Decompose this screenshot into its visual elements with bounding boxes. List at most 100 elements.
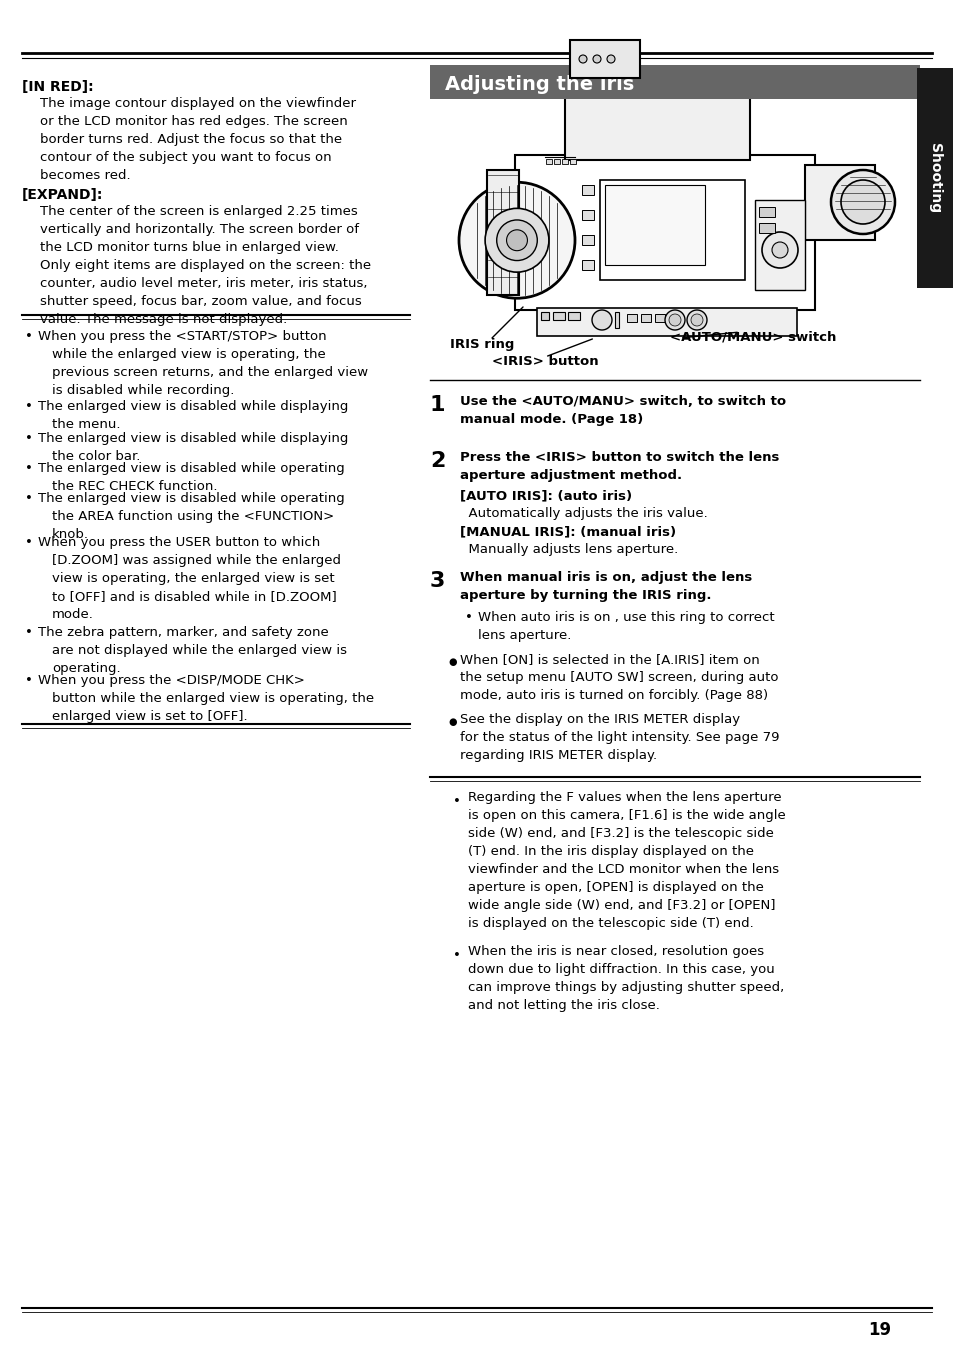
Bar (581, 185, 594, 195)
Text: are not displayed while the enlarged view is: are not displayed while the enlarged vie… (52, 645, 347, 657)
Text: to [OFF] and is disabled while in [D.ZOOM]: to [OFF] and is disabled while in [D.ZOO… (52, 590, 336, 603)
Text: When manual iris is on, adjust the lens: When manual iris is on, adjust the lens (459, 571, 752, 584)
Text: <AUTO/MANU> switch: <AUTO/MANU> switch (669, 330, 836, 343)
Text: the menu.: the menu. (52, 418, 120, 431)
Text: Manually adjusts lens aperture.: Manually adjusts lens aperture. (459, 543, 678, 556)
Text: aperture by turning the IRIS ring.: aperture by turning the IRIS ring. (459, 589, 711, 603)
Text: Adjusting the iris: Adjusting the iris (444, 76, 634, 95)
Bar (581, 236, 594, 245)
Text: (T) end. In the iris display displayed on the: (T) end. In the iris display displayed o… (468, 845, 753, 858)
Text: Use the <AUTO/MANU> switch, to switch to: Use the <AUTO/MANU> switch, to switch to (459, 395, 785, 408)
Text: operating.: operating. (52, 662, 120, 676)
Circle shape (578, 56, 586, 64)
Bar (655, 314, 664, 322)
Text: •: • (25, 399, 32, 413)
Text: lens aperture.: lens aperture. (477, 630, 571, 642)
Text: <IRIS> button: <IRIS> button (491, 355, 598, 368)
Text: •: • (25, 674, 32, 686)
Bar (569, 41, 639, 79)
Circle shape (593, 56, 600, 64)
Bar (430, 65, 919, 99)
Text: Regarding the F values when the lens aperture: Regarding the F values when the lens ape… (468, 791, 781, 804)
Text: •: • (25, 536, 32, 548)
Circle shape (506, 230, 527, 250)
Text: view is operating, the enlarged view is set: view is operating, the enlarged view is … (52, 571, 335, 585)
Circle shape (830, 171, 894, 234)
Bar (615, 311, 618, 328)
Text: Press the <IRIS> button to switch the lens: Press the <IRIS> button to switch the le… (459, 451, 779, 464)
Text: The zebra pattern, marker, and safety zone: The zebra pattern, marker, and safety zo… (38, 626, 329, 639)
Text: The enlarged view is disabled while operating: The enlarged view is disabled while oper… (38, 492, 344, 505)
Text: 1: 1 (430, 395, 445, 414)
Circle shape (458, 183, 575, 298)
Text: can improve things by adjusting shutter speed,: can improve things by adjusting shutter … (468, 982, 783, 994)
Circle shape (668, 314, 680, 326)
Text: •: • (25, 432, 32, 445)
Text: ●: ● (448, 718, 456, 727)
Text: When the iris is near closed, resolution goes: When the iris is near closed, resolution… (468, 945, 763, 959)
Text: [IN RED]:: [IN RED]: (22, 80, 93, 93)
Text: Automatically adjusts the iris value.: Automatically adjusts the iris value. (459, 506, 707, 520)
Text: wide angle side (W) end, and [F3.2] or [OPEN]: wide angle side (W) end, and [F3.2] or [… (468, 899, 775, 913)
Bar (581, 210, 594, 219)
Text: [AUTO IRIS]: (auto iris): [AUTO IRIS]: (auto iris) (459, 489, 632, 502)
Bar (804, 165, 874, 240)
Text: is open on this camera, [F1.6] is the wide angle: is open on this camera, [F1.6] is the wi… (468, 808, 785, 822)
Circle shape (592, 310, 612, 330)
Circle shape (690, 314, 702, 326)
Text: •: • (453, 949, 460, 961)
Bar (567, 311, 579, 320)
Text: [EXPAND]:: [EXPAND]: (22, 188, 103, 202)
Text: •: • (25, 492, 32, 505)
Text: ●: ● (448, 657, 456, 668)
Bar (626, 314, 637, 322)
Text: vertically and horizontally. The screen border of: vertically and horizontally. The screen … (40, 223, 358, 236)
Circle shape (771, 242, 787, 259)
Text: [MANUAL IRIS]: (manual iris): [MANUAL IRIS]: (manual iris) (459, 525, 676, 538)
Text: the color bar.: the color bar. (52, 450, 140, 463)
Bar (537, 307, 796, 336)
Bar (581, 260, 594, 269)
Bar (554, 158, 559, 164)
Text: manual mode. (Page 18): manual mode. (Page 18) (459, 413, 642, 427)
Circle shape (664, 310, 684, 330)
Text: previous screen returns, and the enlarged view: previous screen returns, and the enlarge… (52, 366, 368, 379)
Text: When [ON] is selected in the [A.IRIS] item on: When [ON] is selected in the [A.IRIS] it… (459, 653, 759, 666)
Text: value. The message is not displayed.: value. The message is not displayed. (40, 313, 287, 326)
Text: [D.ZOOM] was assigned while the enlarged: [D.ZOOM] was assigned while the enlarged (52, 554, 340, 567)
Circle shape (606, 56, 615, 64)
Text: The enlarged view is disabled while operating: The enlarged view is disabled while oper… (38, 462, 344, 475)
Bar (564, 74, 749, 160)
Bar (916, 68, 953, 288)
Bar (561, 158, 567, 164)
Bar (604, 185, 704, 265)
Text: Shooting: Shooting (927, 144, 942, 213)
Bar (515, 154, 814, 310)
Bar (486, 171, 518, 295)
Text: down due to light diffraction. In this case, you: down due to light diffraction. In this c… (468, 963, 774, 976)
Text: The center of the screen is enlarged 2.25 times: The center of the screen is enlarged 2.2… (40, 204, 357, 218)
Circle shape (484, 209, 548, 272)
Text: When you press the USER button to which: When you press the USER button to which (38, 536, 320, 548)
Text: viewfinder and the LCD monitor when the lens: viewfinder and the LCD monitor when the … (468, 862, 779, 876)
Text: The enlarged view is disabled while displaying: The enlarged view is disabled while disp… (38, 432, 348, 445)
Text: the AREA function using the <FUNCTION>: the AREA function using the <FUNCTION> (52, 510, 334, 523)
Text: is displayed on the telescopic side (T) end.: is displayed on the telescopic side (T) … (468, 917, 753, 930)
Text: See the display on the IRIS METER display: See the display on the IRIS METER displa… (459, 714, 740, 726)
Text: When you press the <DISP/MODE CHK>: When you press the <DISP/MODE CHK> (38, 674, 305, 686)
Text: mode.: mode. (52, 608, 93, 621)
Text: button while the enlarged view is operating, the: button while the enlarged view is operat… (52, 692, 374, 705)
Bar (540, 311, 548, 320)
Text: mode, auto iris is turned on forcibly. (Page 88): mode, auto iris is turned on forcibly. (… (459, 689, 767, 701)
Circle shape (686, 310, 706, 330)
Text: enlarged view is set to [OFF].: enlarged view is set to [OFF]. (52, 709, 248, 723)
Circle shape (497, 219, 537, 260)
Text: knob.: knob. (52, 528, 89, 542)
Bar (569, 158, 576, 164)
Bar (759, 207, 774, 217)
Text: border turns red. Adjust the focus so that the: border turns red. Adjust the focus so th… (40, 133, 342, 146)
Text: the LCD monitor turns blue in enlarged view.: the LCD monitor turns blue in enlarged v… (40, 241, 338, 255)
Bar (759, 223, 774, 233)
Text: for the status of the light intensity. See page 79: for the status of the light intensity. S… (459, 731, 779, 743)
Text: Only eight items are displayed on the screen: the: Only eight items are displayed on the sc… (40, 259, 371, 272)
